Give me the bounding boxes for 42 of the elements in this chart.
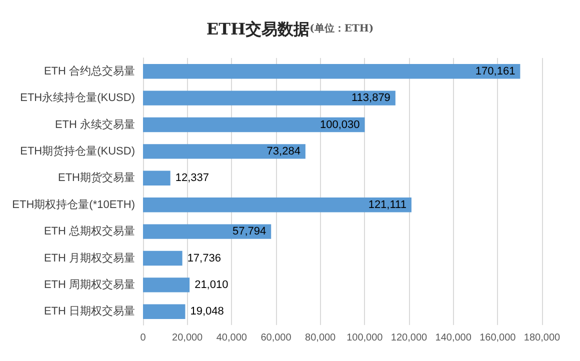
y-tick-label: ETH永续持仓量(KUSD) — [20, 91, 135, 104]
y-tick-label: ETH期货持仓量(KUSD) — [20, 145, 135, 158]
bar — [143, 144, 306, 159]
chart-title: ETH交易数据 — [206, 20, 310, 38]
x-tick-label: 180,000 — [524, 332, 561, 344]
data-label: 57,794 — [232, 226, 266, 238]
data-label: 121,111 — [368, 198, 406, 211]
data-label: 12,337 — [175, 172, 210, 184]
bar — [143, 250, 182, 266]
x-tick-label: 120,000 — [390, 332, 428, 344]
y-tick-label: ETH 合约总交易量 — [44, 64, 135, 78]
x-tick-label: 140,000 — [435, 332, 472, 344]
data-label: 17,736 — [187, 252, 221, 264]
x-tick-label: 40,000 — [216, 332, 248, 344]
bar — [143, 224, 272, 239]
data-label: 100,030 — [320, 118, 360, 131]
x-tick-label: 60,000 — [260, 332, 292, 344]
y-tick-label: ETH 日期权交易量 — [44, 304, 135, 318]
y-tick-label: ETH 月期权交易量 — [44, 251, 135, 264]
bar — [143, 90, 396, 106]
x-tick-label: 0 — [140, 332, 146, 344]
bar — [143, 304, 186, 319]
x-tick-label: 80,000 — [305, 332, 336, 344]
chart-subtitle: (单位：ETH) — [310, 22, 374, 34]
bar — [143, 64, 520, 79]
data-label: 170,161 — [475, 65, 516, 78]
bar — [143, 117, 365, 132]
x-tick-label: 20,000 — [172, 332, 204, 344]
bar — [143, 278, 190, 292]
data-label: 21,010 — [194, 278, 228, 291]
y-tick-label: ETH 永续交易量 — [54, 118, 135, 131]
y-tick-label: ETH 周期权交易量 — [44, 278, 135, 291]
y-tick-label: ETH 总期权交易量 — [44, 224, 135, 238]
y-tick-label: ETH期货交易量 — [58, 171, 135, 184]
bar — [143, 170, 170, 186]
x-tick-label: 160,000 — [480, 332, 516, 344]
data-label: 73,284 — [266, 145, 300, 158]
y-tick-label: ETH期权持仓量(*10ETH) — [12, 198, 135, 211]
data-label: 113,879 — [351, 92, 390, 104]
bar — [143, 198, 412, 212]
x-tick-label: 100,000 — [346, 332, 384, 344]
data-label: 19,048 — [190, 306, 224, 318]
